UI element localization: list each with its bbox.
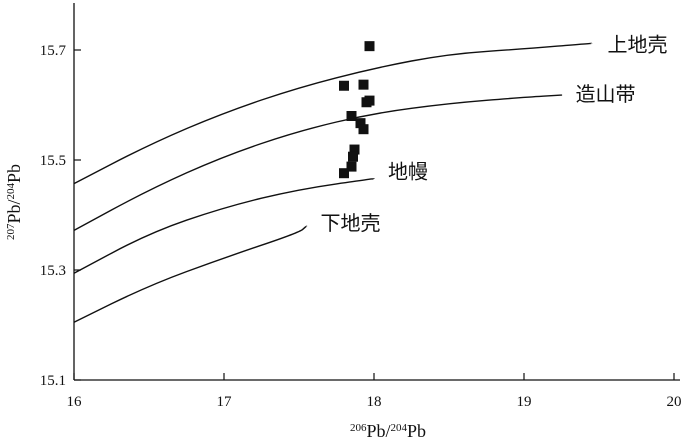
- reference-curves: [73, 42, 593, 323]
- data-point-square: [364, 95, 375, 106]
- curve-label-3: 地幔: [388, 160, 428, 184]
- y-tick-label: 15.1: [40, 373, 66, 389]
- y-axis-title: 207Pb/204Pb: [4, 164, 24, 240]
- x-tick-label: 20: [667, 394, 682, 410]
- curve-label-4: 下地壳: [321, 211, 381, 235]
- data-point-square: [339, 168, 349, 179]
- x-ticks: 16 17 18 19 20: [67, 373, 682, 410]
- data-point-square: [346, 111, 357, 121]
- curve-1: [73, 42, 593, 185]
- data-point-square: [364, 41, 375, 52]
- curve-4: [73, 225, 308, 323]
- curve-3: [73, 177, 375, 274]
- data-point-square: [358, 79, 369, 90]
- x-tick-label: 18: [367, 394, 382, 410]
- curve-label-1: 上地壳: [608, 32, 668, 56]
- x-tick-label: 19: [517, 394, 532, 410]
- data-points: [339, 41, 375, 179]
- y-tick-label: 15.7: [40, 43, 67, 59]
- y-tick-label: 15.3: [40, 263, 66, 279]
- y-tick-label: 15.5: [40, 153, 66, 169]
- data-point-square: [349, 144, 360, 155]
- data-point-square: [355, 118, 366, 129]
- axes: [73, 3, 680, 381]
- x-tick-label: 16: [67, 394, 83, 410]
- data-point-square: [358, 124, 369, 135]
- curve-label-2: 造山带: [576, 82, 636, 106]
- curve-2: [73, 94, 563, 232]
- x-tick-label: 17: [217, 394, 233, 410]
- y-ticks: 15.1 15.3 15.5 15.7: [40, 43, 81, 389]
- data-point-square: [346, 161, 357, 172]
- data-point-square: [339, 80, 349, 91]
- x-axis-title: 206Pb/204Pb: [350, 421, 426, 441]
- data-point-square: [348, 151, 358, 162]
